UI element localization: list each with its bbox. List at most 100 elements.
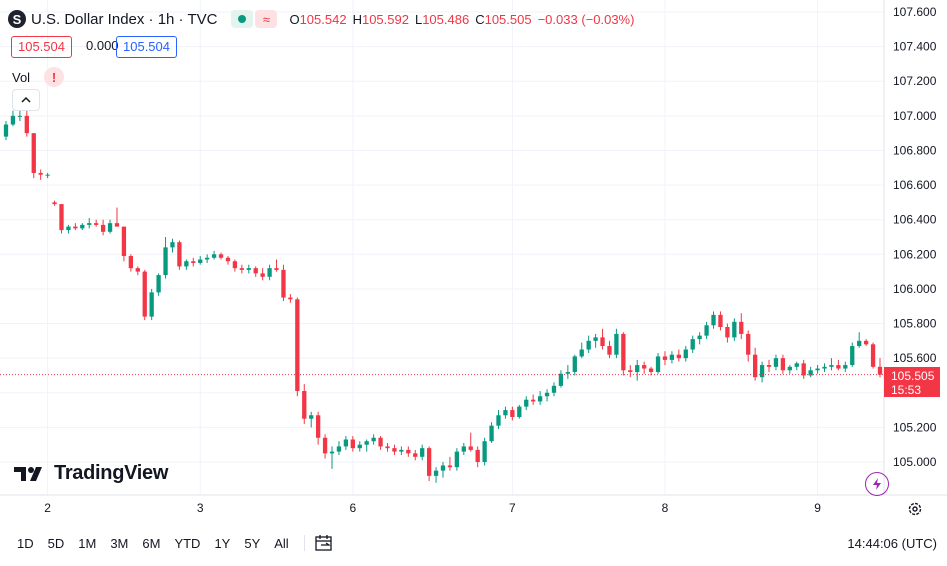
candle <box>503 406 508 419</box>
price-tick-label: 106.000 <box>893 282 937 296</box>
candle-body <box>621 333 626 371</box>
candle-body <box>149 292 154 317</box>
time-tick-label: 3 <box>197 501 204 515</box>
price-axis[interactable]: 107.600 107.400 107.200 107.000 106.800 106.6… <box>883 0 937 495</box>
candle-body <box>766 365 772 367</box>
candle-body <box>184 261 189 267</box>
candle-body <box>746 333 751 355</box>
candle-body <box>260 273 265 277</box>
candle <box>73 223 78 231</box>
warning-icon[interactable]: ! <box>44 67 65 87</box>
candle <box>870 342 876 369</box>
gear-icon[interactable] <box>907 501 923 517</box>
volume-indicator[interactable]: Vol ! <box>12 67 65 87</box>
candle <box>558 370 564 388</box>
candle <box>850 342 855 367</box>
utc-clock[interactable]: 14:44:06 (UTC) <box>847 536 937 551</box>
candle-body <box>496 415 501 426</box>
candle <box>461 442 466 456</box>
candle <box>711 311 716 329</box>
candle-body <box>87 223 92 225</box>
candle <box>607 340 612 359</box>
candle <box>468 432 473 452</box>
candle-body <box>475 449 480 462</box>
range-3m[interactable]: 3M <box>110 535 129 551</box>
range-5y[interactable]: 5Y <box>244 535 261 551</box>
bid-price[interactable]: 105.504 <box>11 36 72 58</box>
candle <box>149 288 154 321</box>
symbol-icon: S <box>8 10 26 28</box>
candle-body <box>739 321 744 334</box>
candle-body <box>420 448 425 457</box>
price-tick-label: 107.600 <box>893 5 937 19</box>
candle <box>211 250 217 260</box>
candle-body <box>725 327 730 338</box>
candle-body <box>156 275 161 293</box>
candle-body <box>676 354 681 359</box>
candle-body <box>662 356 668 360</box>
ohlc-change: −0.033 (−0.03%) <box>537 11 635 27</box>
candle <box>572 354 577 376</box>
date-range-icon[interactable] <box>313 533 335 553</box>
candle-body <box>850 346 855 366</box>
time-axis[interactable]: 2 3 6 7 8 9 <box>0 494 947 515</box>
candle <box>565 365 571 379</box>
candle-body <box>295 299 300 392</box>
candle <box>343 436 349 450</box>
ohlc-close: C105.505 <box>475 11 532 27</box>
candle <box>447 456 453 471</box>
candle <box>752 347 758 381</box>
range-6m[interactable]: 6M <box>142 535 161 551</box>
candle <box>315 411 321 445</box>
range-all[interactable]: All <box>274 535 289 551</box>
candle <box>780 354 786 374</box>
range-1d[interactable]: 1D <box>17 535 34 551</box>
candle <box>433 467 439 483</box>
candle-body <box>433 470 439 476</box>
candle <box>239 264 244 274</box>
range-1m[interactable]: 1M <box>78 535 97 551</box>
price-tick-label: 105.800 <box>893 317 937 331</box>
candle <box>628 365 633 378</box>
candle-body <box>288 297 293 300</box>
wave-icon[interactable]: ≈ <box>255 10 278 28</box>
candle <box>336 441 342 456</box>
candle <box>642 361 647 374</box>
candle-body <box>857 340 862 347</box>
range-1y[interactable]: 1Y <box>214 535 231 551</box>
candle-body <box>524 399 529 407</box>
candle-body <box>586 340 591 350</box>
candle-body <box>225 257 231 262</box>
candle <box>329 446 335 469</box>
candle <box>635 359 640 381</box>
tradingview-logo[interactable]: TradingView <box>14 462 168 485</box>
market-status-icon[interactable] <box>231 10 254 28</box>
candle-body <box>100 224 106 232</box>
candle-body <box>350 439 355 449</box>
candle-body <box>73 226 78 229</box>
candle-body <box>38 172 43 175</box>
range-ytd[interactable]: YTD <box>174 535 201 551</box>
candle-body <box>142 271 147 317</box>
symbol-title[interactable]: U.S. Dollar Index · 1h · TVC <box>31 10 218 28</box>
candle-body <box>461 446 466 452</box>
candle-body <box>551 385 557 393</box>
candle <box>426 446 432 482</box>
candle-body <box>253 268 258 274</box>
candle <box>184 259 189 270</box>
price-tick-label: 107.400 <box>893 40 937 54</box>
range-5d[interactable]: 5D <box>47 535 65 551</box>
candle-body <box>336 446 342 452</box>
candle-body <box>191 261 196 263</box>
ask-price[interactable]: 105.504 <box>116 36 177 58</box>
collapse-button[interactable] <box>12 89 40 111</box>
candle-body <box>752 354 758 378</box>
candle-body <box>537 396 543 402</box>
candle <box>683 346 688 362</box>
candle-body <box>177 242 182 267</box>
candle <box>440 462 446 478</box>
candle-body <box>45 174 50 176</box>
candle <box>614 328 619 359</box>
flash-icon[interactable] <box>865 472 889 496</box>
